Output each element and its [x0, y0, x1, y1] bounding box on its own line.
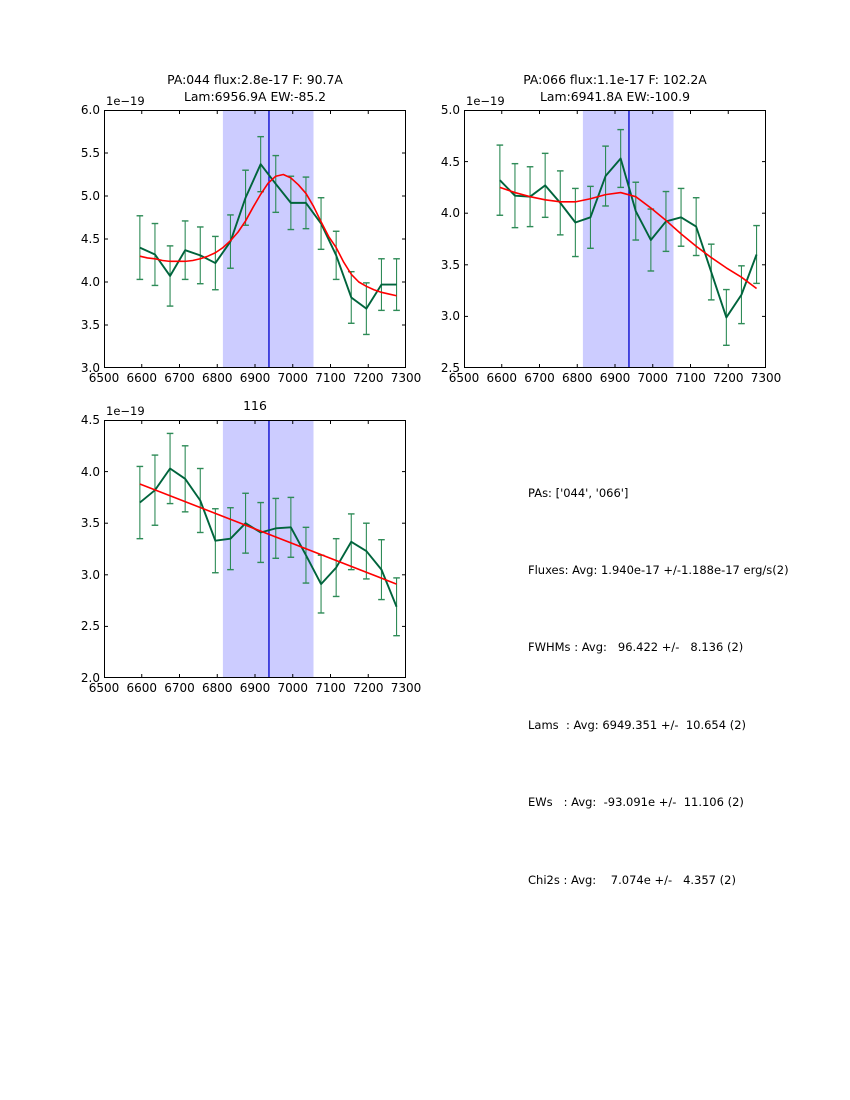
stats-line-fwhms: FWHMs : Avg: 96.422 +/- 8.136 (2)	[528, 640, 744, 655]
y-tick-label: 5.5	[80, 146, 100, 160]
y-tick-label: 2.0	[80, 671, 100, 685]
x-tick-label: 6900	[239, 681, 271, 695]
x-tick-label: 6800	[201, 371, 233, 385]
stats-line-pas: PAs: ['044', '066']	[528, 485, 629, 500]
axes-area-116	[104, 420, 406, 678]
x-tick-label: 6700	[164, 371, 195, 385]
y-tick-label: 4.5	[440, 154, 460, 169]
x-tick-label: 7300	[390, 681, 422, 695]
x-tick-label: 7100	[315, 371, 346, 385]
stats-line-ews: EWs : Avg: -93.091e +/- 11.106 (2)	[528, 795, 744, 810]
fit-window-band	[222, 420, 314, 678]
y-tick-label: 4.0	[440, 206, 460, 221]
y-tick-label: 3.0	[80, 361, 100, 375]
plot-title-line: PA:066 flux:1.1e-17 F: 102.2A	[523, 72, 707, 87]
y-axis-offset-label: 1e−19	[466, 94, 505, 108]
y-tick-label: 3.0	[440, 309, 460, 324]
y-tick-label: 3.5	[80, 516, 100, 531]
y-tick-label: 4.5	[80, 413, 100, 427]
stats-line-lams: Lams : Avg: 6949.351 +/- 10.654 (2)	[528, 717, 747, 732]
y-tick-label: 3.5	[80, 318, 100, 332]
y-axis-offset-label: 1e−19	[106, 94, 145, 108]
y-tick-label: 2.5	[80, 619, 100, 634]
spectrum-line	[499, 157, 758, 319]
plot-title-line: Lam:6941.8A EW:-100.9	[540, 89, 690, 105]
x-tick-label: 6600	[486, 371, 518, 385]
y-tick-label: 5.0	[440, 103, 460, 117]
stats-line-fluxes: Fluxes: Avg: 1.940e-17 +/-1.188e-17 erg/…	[528, 562, 789, 577]
x-tick-label: 7300	[750, 371, 782, 385]
x-tick-label: 7000	[277, 371, 309, 385]
x-tick-label: 6700	[524, 371, 555, 385]
y-tick-label: 3.0	[80, 567, 100, 582]
x-tick-label: 7300	[390, 371, 422, 385]
spectrum-line	[139, 163, 397, 310]
fit-line	[139, 483, 397, 585]
x-tick-label: 7100	[675, 371, 706, 385]
x-tick-label: 7200	[352, 371, 384, 385]
x-tick-label: 6600	[126, 681, 158, 695]
fit-window-band	[582, 110, 674, 368]
y-tick-label: 5.0	[80, 189, 100, 203]
x-tick-label: 7200	[352, 681, 384, 695]
y-tick-label: 6.0	[80, 103, 100, 117]
y-tick-label: 4.0	[80, 275, 100, 289]
y-axis-offset-label: 1e−19	[106, 404, 145, 418]
axes-area-pa066	[464, 110, 766, 368]
fit-window-band	[222, 110, 314, 368]
x-tick-label: 7000	[277, 681, 309, 695]
stats-line-chi2s: Chi2s : Avg: 7.074e +/- 4.357 (2)	[528, 872, 736, 887]
x-tick-label: 6800	[561, 371, 593, 385]
x-tick-label: 6900	[239, 371, 271, 385]
fit-line	[139, 173, 397, 297]
x-tick-label: 6600	[126, 371, 158, 385]
x-tick-label: 6700	[164, 681, 195, 695]
x-tick-label: 6500	[448, 371, 480, 385]
y-tick-label: 2.5	[440, 361, 460, 375]
stats-panel: PAs: ['044', '066'] Fluxes: Avg: 1.940e-…	[528, 429, 789, 945]
x-tick-label: 7100	[315, 681, 346, 695]
x-tick-label: 6500	[88, 371, 120, 385]
y-tick-label: 3.5	[440, 257, 460, 272]
plot-title-line: PA:044 flux:2.8e-17 F: 90.7A	[167, 72, 343, 87]
plot-title-pa066: PA:066 flux:1.1e-17 F: 102.2A Lam:6941.8…	[464, 71, 766, 105]
y-tick-label: 4.0	[80, 464, 100, 479]
x-tick-label: 7200	[712, 371, 744, 385]
x-tick-label: 6500	[88, 681, 120, 695]
plot-title-line: 116	[243, 398, 267, 413]
plot-title-116: 116	[104, 397, 406, 414]
x-tick-label: 6800	[201, 681, 233, 695]
x-tick-label: 7000	[637, 371, 669, 385]
y-tick-label: 4.5	[80, 232, 100, 246]
plot-title-pa044: PA:044 flux:2.8e-17 F: 90.7A Lam:6956.9A…	[104, 71, 406, 105]
axes-area-pa044	[104, 110, 406, 368]
spectrum-line	[139, 467, 398, 608]
fit-line	[499, 186, 758, 290]
plot-title-line: Lam:6956.9A EW:-85.2	[183, 89, 327, 105]
x-tick-label: 6900	[599, 371, 631, 385]
